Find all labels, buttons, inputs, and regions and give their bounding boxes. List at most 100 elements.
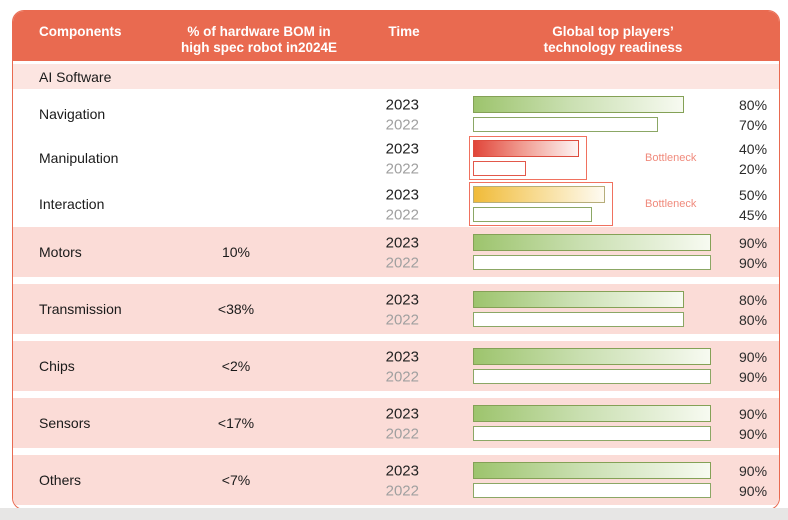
year-label: 2022 [385, 116, 419, 133]
readiness-bar [473, 96, 685, 113]
component-label: Chips [39, 358, 75, 374]
bar-line: 2023 90% [373, 462, 777, 479]
bar-line: 2023 50% [373, 186, 777, 203]
component-label: Sensors [39, 415, 91, 431]
component-label: Interaction [39, 196, 105, 212]
bars-container: 2023 90% 2022 90% [373, 234, 777, 270]
year-label: 2022 [385, 425, 419, 442]
year-label: 2023 [385, 291, 419, 308]
year-label: 2023 [385, 405, 419, 422]
bar-line: 2022 90% [373, 426, 777, 441]
header-time: Time [388, 24, 420, 39]
bom-value: <17% [217, 415, 255, 431]
readiness-percent: 70% [739, 116, 768, 133]
readiness-percent: 40% [739, 140, 768, 157]
readiness-bar [473, 405, 711, 422]
readiness-bar [473, 483, 711, 498]
year-label: 2022 [385, 368, 419, 385]
year-label: 2023 [385, 186, 419, 203]
readiness-percent: 90% [739, 462, 768, 479]
readiness-percent: 90% [739, 368, 768, 385]
bar-line: 2023 90% [373, 405, 777, 422]
readiness-percent: 80% [739, 291, 768, 308]
bar-line: 2023 40% [373, 140, 777, 157]
bars-container: 2023 50% 2022 45% [373, 186, 777, 222]
year-label: 2022 [385, 482, 419, 499]
bars-container: 2023 40% 2022 20% [373, 140, 777, 176]
readiness-bar [473, 117, 658, 132]
readiness-entry: 2023 80% 2022 80% [373, 291, 777, 327]
bar-line: 2022 20% [373, 161, 777, 176]
bars-container: 2023 80% 2022 80% [373, 291, 777, 327]
readiness-entry: 2023 90% 2022 90% [373, 234, 777, 270]
bar-line: 2022 90% [373, 255, 777, 270]
readiness-percent: 45% [739, 206, 768, 223]
component-label: Motors [39, 244, 82, 260]
readiness-percent: 80% [739, 311, 768, 328]
component-row: Interaction 2023 50% 2022 45% Bottleneck [13, 182, 779, 226]
readiness-percent: 80% [739, 96, 768, 113]
readiness-bar [473, 312, 685, 327]
header-bom: % of hardware BOM in high spec robot in2… [141, 24, 377, 56]
readiness-entry: 2023 50% 2022 45% Bottleneck [373, 182, 777, 226]
bar-line: 2022 70% [373, 117, 777, 132]
readiness-percent: 90% [739, 425, 768, 442]
readiness-percent: 90% [739, 348, 768, 365]
component-row: Sensors <17% 2023 90% 2022 90% [13, 398, 779, 448]
readiness-bar [473, 291, 685, 308]
bars-container: 2023 90% 2022 90% [373, 405, 777, 441]
year-label: 2023 [385, 348, 419, 365]
component-label: Transmission [39, 301, 122, 317]
bar-line: 2023 80% [373, 96, 777, 113]
readiness-entry: 2023 80% 2022 70% [373, 96, 777, 132]
readiness-percent: 20% [739, 160, 768, 177]
readiness-bar [473, 234, 711, 251]
readiness-table-card: Components % of hardware BOM in high spe… [12, 10, 780, 510]
readiness-bar [473, 369, 711, 384]
component-row: Transmission <38% 2023 80% 2022 80% [13, 284, 779, 334]
bom-value: <2% [221, 358, 251, 374]
group-row-label: AI Software [39, 68, 112, 85]
readiness-bar [473, 207, 592, 222]
readiness-entry: 2023 90% 2022 90% [373, 348, 777, 384]
year-label: 2022 [385, 311, 419, 328]
ai-software-rows: Navigation 2023 80% 2022 70% Manipulatio… [13, 96, 779, 226]
year-label: 2022 [385, 206, 419, 223]
year-label: 2023 [385, 140, 419, 157]
bottleneck-label: Bottleneck [645, 198, 697, 210]
year-label: 2023 [385, 96, 419, 113]
readiness-percent: 90% [739, 254, 768, 271]
bar-line: 2022 45% [373, 207, 777, 222]
readiness-percent: 90% [739, 482, 768, 499]
readiness-percent: 50% [739, 186, 768, 203]
header-readiness-line1: Global top players’ [552, 24, 674, 39]
page-footer-strip [0, 508, 788, 520]
bottleneck-box [469, 182, 613, 226]
header-readiness-line2: technology readiness [543, 40, 683, 55]
bar-line: 2022 90% [373, 369, 777, 384]
bom-value: 10% [221, 244, 251, 260]
component-row: Motors 10% 2023 90% 2022 90% [13, 227, 779, 277]
header-bom-line2: high spec robot in2024E [180, 40, 338, 55]
header-bom-line1: % of hardware BOM in [187, 24, 331, 39]
component-label: Others [39, 472, 82, 488]
readiness-entry: 2023 90% 2022 90% [373, 462, 777, 498]
header-components: Components [39, 24, 122, 39]
readiness-bar [473, 140, 579, 157]
bar-line: 2022 80% [373, 312, 777, 327]
year-label: 2022 [385, 160, 419, 177]
group-row-ai-software: AI Software [13, 64, 779, 89]
bar-line: 2022 90% [373, 483, 777, 498]
bar-line: 2023 90% [373, 234, 777, 251]
readiness-bar [473, 161, 526, 176]
component-row: Others <7% 2023 90% 2022 90% [13, 455, 779, 505]
component-row: Manipulation 2023 40% 2022 20% Bottlenec… [13, 136, 779, 180]
year-label: 2023 [385, 462, 419, 479]
year-label: 2022 [385, 254, 419, 271]
component-row: Navigation 2023 80% 2022 70% [13, 96, 779, 132]
bars-container: 2023 90% 2022 90% [373, 462, 777, 498]
bottleneck-box [469, 136, 587, 180]
component-row: Chips <2% 2023 90% 2022 90% [13, 341, 779, 391]
readiness-entry: 2023 40% 2022 20% Bottleneck [373, 136, 777, 180]
component-label: Navigation [39, 106, 106, 122]
